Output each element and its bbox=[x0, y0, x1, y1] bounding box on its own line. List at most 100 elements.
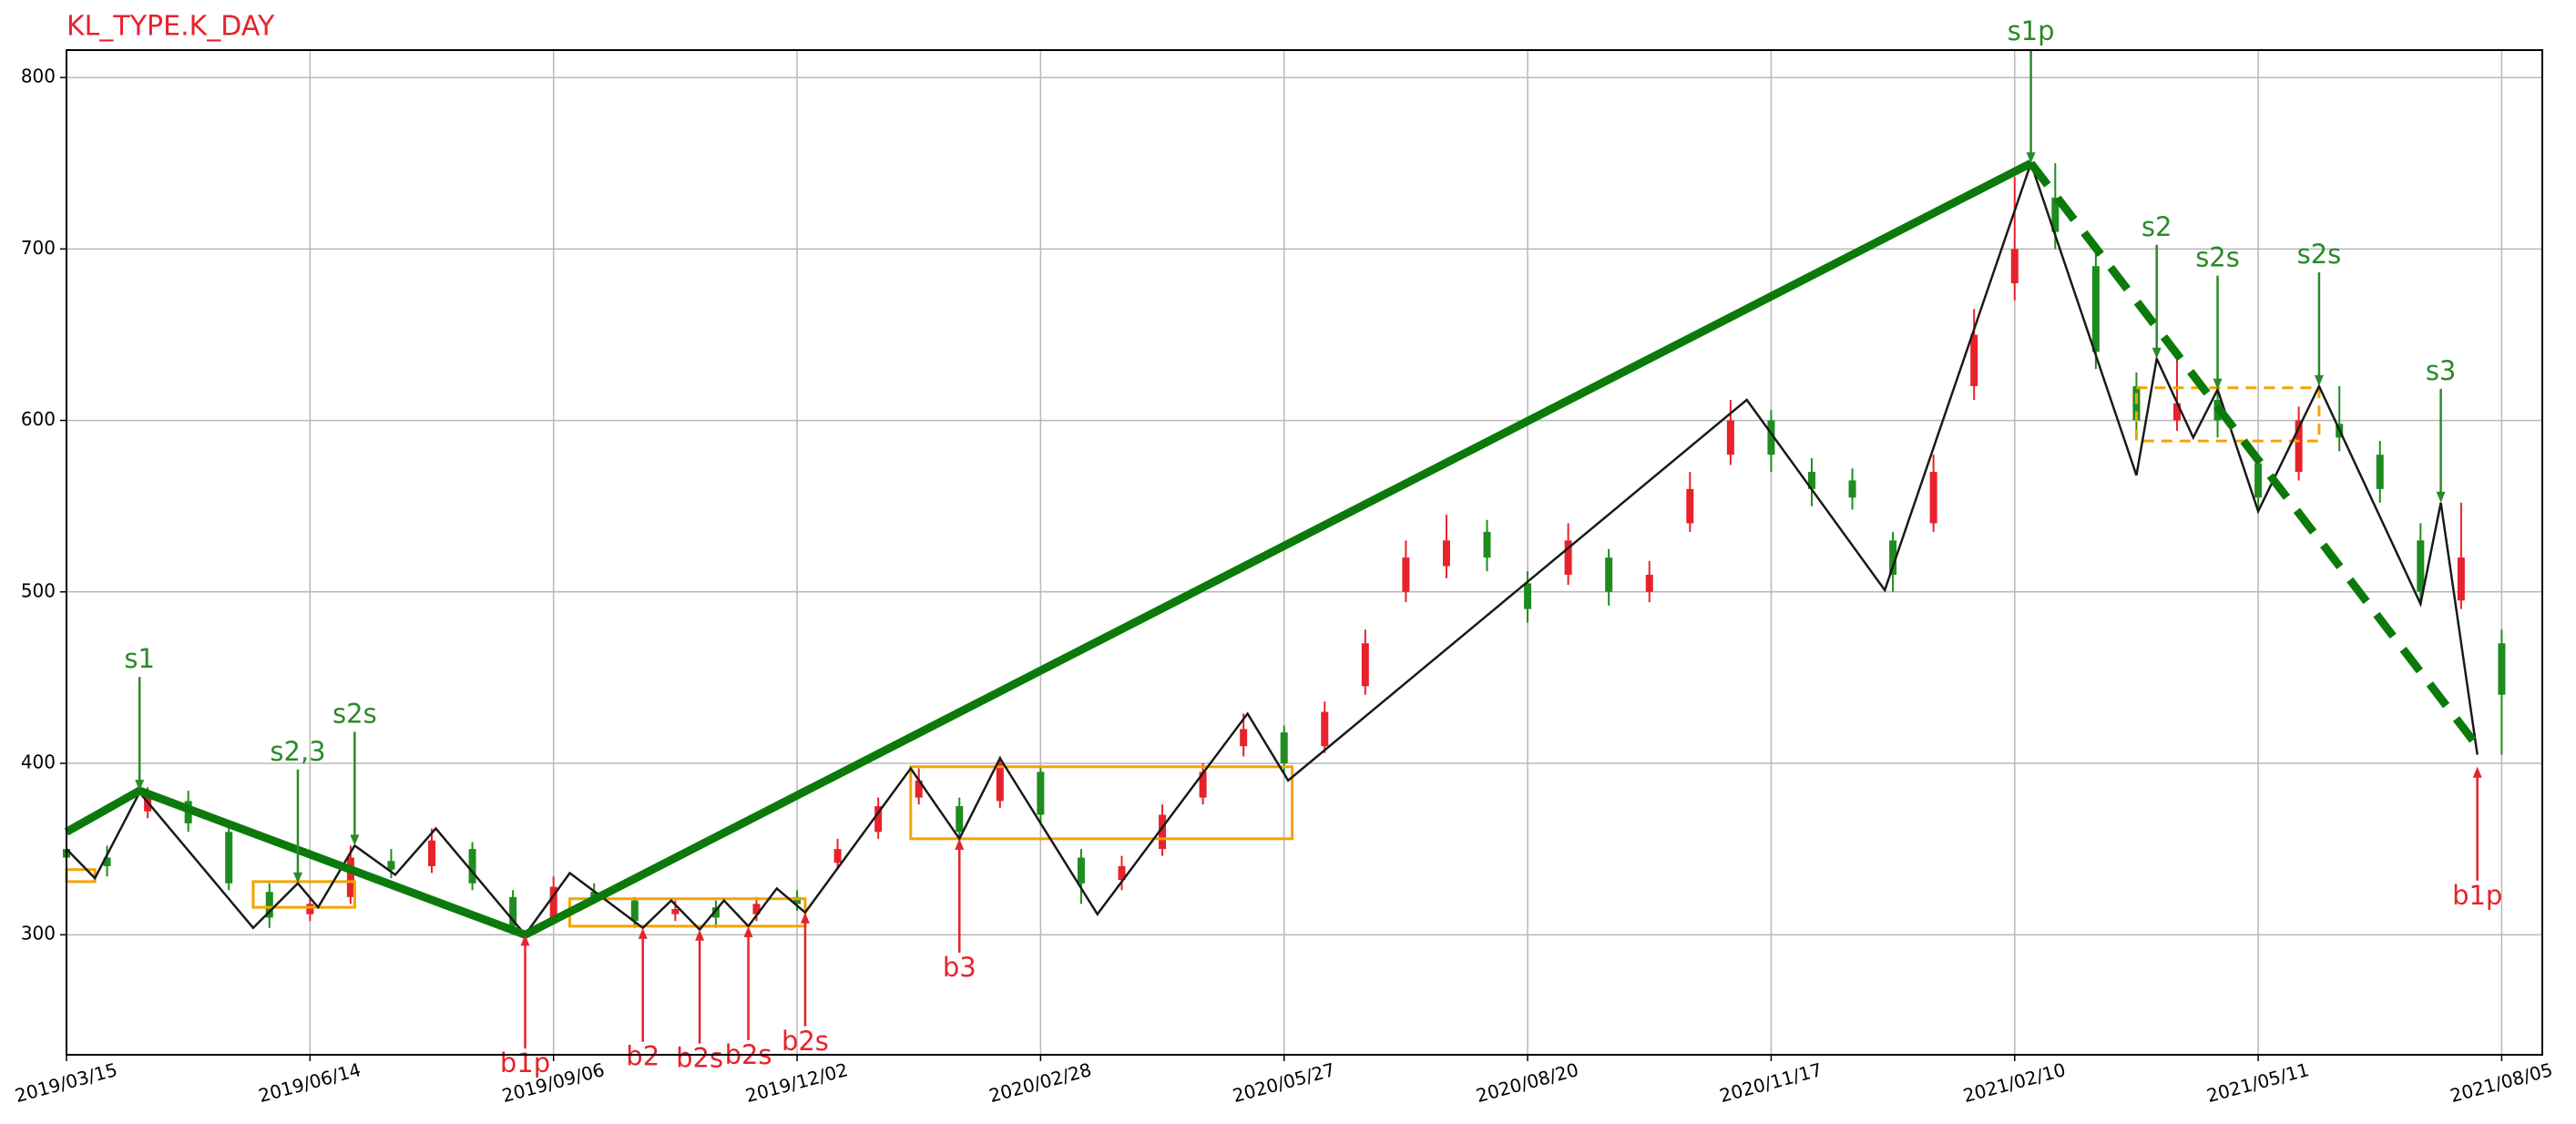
bsp-arrow-head bbox=[292, 872, 302, 884]
candle-body bbox=[2051, 197, 2060, 232]
candle-body bbox=[1645, 574, 1653, 592]
y-tick-label: 600 bbox=[21, 408, 56, 430]
bsp-arrow-head bbox=[2026, 152, 2036, 164]
bsp-arrow-head bbox=[520, 935, 530, 946]
candle-body bbox=[1767, 420, 1775, 455]
zs-box bbox=[909, 765, 1294, 841]
y-tick-label: 300 bbox=[21, 923, 56, 945]
bsp-label: s1p bbox=[2008, 15, 2055, 46]
bsp-label: s2s bbox=[332, 698, 377, 729]
candle-body bbox=[2417, 540, 2425, 592]
candle-body bbox=[1118, 865, 1126, 881]
candle-body bbox=[630, 900, 639, 922]
bsp-arrow-head bbox=[2213, 378, 2223, 390]
y-tick-label: 800 bbox=[21, 66, 56, 87]
candle-body bbox=[793, 896, 802, 904]
candle-body bbox=[103, 857, 111, 866]
candle-body bbox=[1605, 557, 1613, 592]
candle-body bbox=[590, 892, 598, 897]
bsp-arrow-head bbox=[2436, 491, 2446, 503]
candle-body bbox=[1077, 857, 1085, 884]
candle-body bbox=[2457, 557, 2465, 601]
candle-body bbox=[1442, 540, 1450, 567]
candle-body bbox=[1159, 814, 1167, 850]
candle-body bbox=[468, 849, 476, 884]
zs-box bbox=[251, 880, 356, 909]
y-tick-label: 400 bbox=[21, 751, 56, 773]
candle-body bbox=[387, 861, 395, 870]
seg-line bbox=[64, 159, 2033, 940]
candle-body bbox=[144, 797, 152, 812]
candle-body bbox=[2498, 643, 2506, 695]
bsp-label: b3 bbox=[943, 952, 976, 983]
bsp-arrow-head bbox=[743, 925, 753, 937]
candle-body bbox=[1970, 334, 1978, 386]
candle-body bbox=[1889, 540, 1897, 575]
bsp-label: s2s bbox=[2195, 242, 2240, 273]
candle-body bbox=[833, 849, 842, 863]
y-tick-label: 700 bbox=[21, 237, 56, 259]
candle-body bbox=[1564, 540, 1572, 575]
candle-body bbox=[671, 909, 680, 915]
zs-box bbox=[2134, 386, 2321, 443]
bsp-arrow-head bbox=[955, 838, 965, 850]
bsp-label: s2s bbox=[2297, 239, 2342, 270]
candle-body bbox=[1929, 472, 1937, 524]
candle-body bbox=[2010, 249, 2019, 283]
chart-title: KL_TYPE.K_DAY bbox=[66, 11, 275, 43]
candle-body bbox=[428, 840, 436, 866]
bsp-arrow-head bbox=[800, 912, 810, 924]
y-tick-label: 500 bbox=[21, 579, 56, 601]
candle-body bbox=[2295, 420, 2303, 473]
bsp-label: b2s bbox=[676, 1043, 723, 1074]
candle-body bbox=[1807, 472, 1815, 489]
candle-body bbox=[2254, 463, 2263, 498]
bsp-label: s2,3 bbox=[270, 736, 325, 767]
candle-body bbox=[1199, 771, 1207, 798]
bsp-label: b1p bbox=[500, 1047, 550, 1078]
candle-body bbox=[306, 904, 314, 915]
bsp-arrow-head bbox=[638, 927, 648, 939]
bsp-arrow-head bbox=[2152, 347, 2162, 359]
candle-body bbox=[1280, 732, 1288, 764]
bsp-label: s1 bbox=[124, 643, 155, 674]
bsp-label: b2s bbox=[782, 1026, 829, 1057]
candle-body bbox=[509, 896, 517, 926]
candle-body bbox=[1361, 643, 1369, 687]
bsp-arrow-head bbox=[695, 929, 705, 941]
candle-body bbox=[915, 780, 923, 798]
candle-body bbox=[1686, 488, 1694, 524]
candle-body bbox=[1848, 480, 1856, 498]
candle-body bbox=[1524, 583, 1532, 609]
candle-body bbox=[956, 806, 964, 833]
candle-body bbox=[549, 886, 557, 918]
candle-body bbox=[1240, 729, 1248, 747]
candle-body bbox=[1483, 531, 1491, 558]
candle-body bbox=[225, 832, 233, 884]
candle-body bbox=[996, 763, 1004, 802]
candle-body bbox=[752, 904, 761, 915]
bsp-label: s3 bbox=[2426, 355, 2457, 386]
bsp-label: b2 bbox=[626, 1041, 659, 1072]
candle-body bbox=[2172, 403, 2181, 421]
candle-body bbox=[1037, 771, 1045, 815]
candle-body bbox=[1726, 420, 1734, 455]
candle-body bbox=[874, 806, 883, 833]
plot-frame bbox=[66, 49, 2543, 1056]
seg-line bbox=[2028, 160, 2481, 749]
bsp-arrow-head bbox=[350, 834, 360, 846]
bsp-label: s2 bbox=[2142, 211, 2172, 242]
candle-body bbox=[346, 857, 354, 897]
bsp-arrow-head bbox=[135, 780, 145, 792]
candle-body bbox=[265, 892, 273, 918]
bsp-label: b1p bbox=[2452, 880, 2502, 911]
candle-body bbox=[711, 907, 720, 918]
candle-body bbox=[1321, 711, 1329, 747]
candle-body bbox=[2376, 455, 2384, 489]
bsp-arrow-head bbox=[2472, 766, 2482, 778]
bsp-arrow-head bbox=[2314, 374, 2324, 386]
bi-line bbox=[66, 159, 2479, 937]
